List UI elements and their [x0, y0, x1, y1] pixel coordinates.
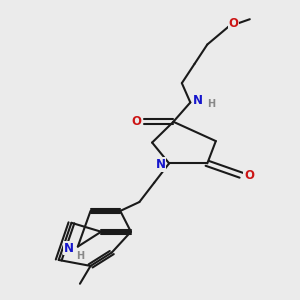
Text: H: H	[208, 99, 216, 109]
Text: N: N	[156, 158, 166, 171]
Text: O: O	[131, 115, 141, 128]
Text: O: O	[229, 17, 238, 30]
Text: N: N	[193, 94, 203, 106]
Text: O: O	[244, 169, 254, 182]
Text: H: H	[76, 250, 84, 260]
Text: N: N	[64, 242, 74, 255]
